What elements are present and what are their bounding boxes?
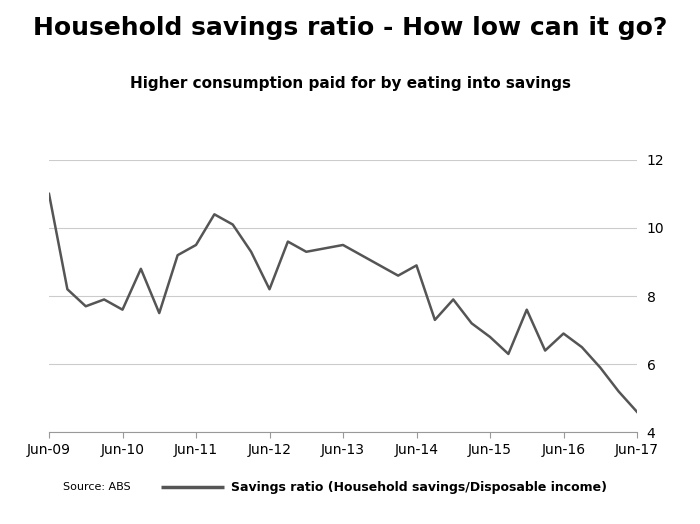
Text: Household savings ratio - How low can it go?: Household savings ratio - How low can it…	[33, 16, 667, 40]
Text: Higher consumption paid for by eating into savings: Higher consumption paid for by eating in…	[130, 76, 570, 91]
Text: Savings ratio (Household savings/Disposable income): Savings ratio (Household savings/Disposa…	[231, 481, 607, 494]
Text: Source: ABS: Source: ABS	[63, 482, 131, 493]
